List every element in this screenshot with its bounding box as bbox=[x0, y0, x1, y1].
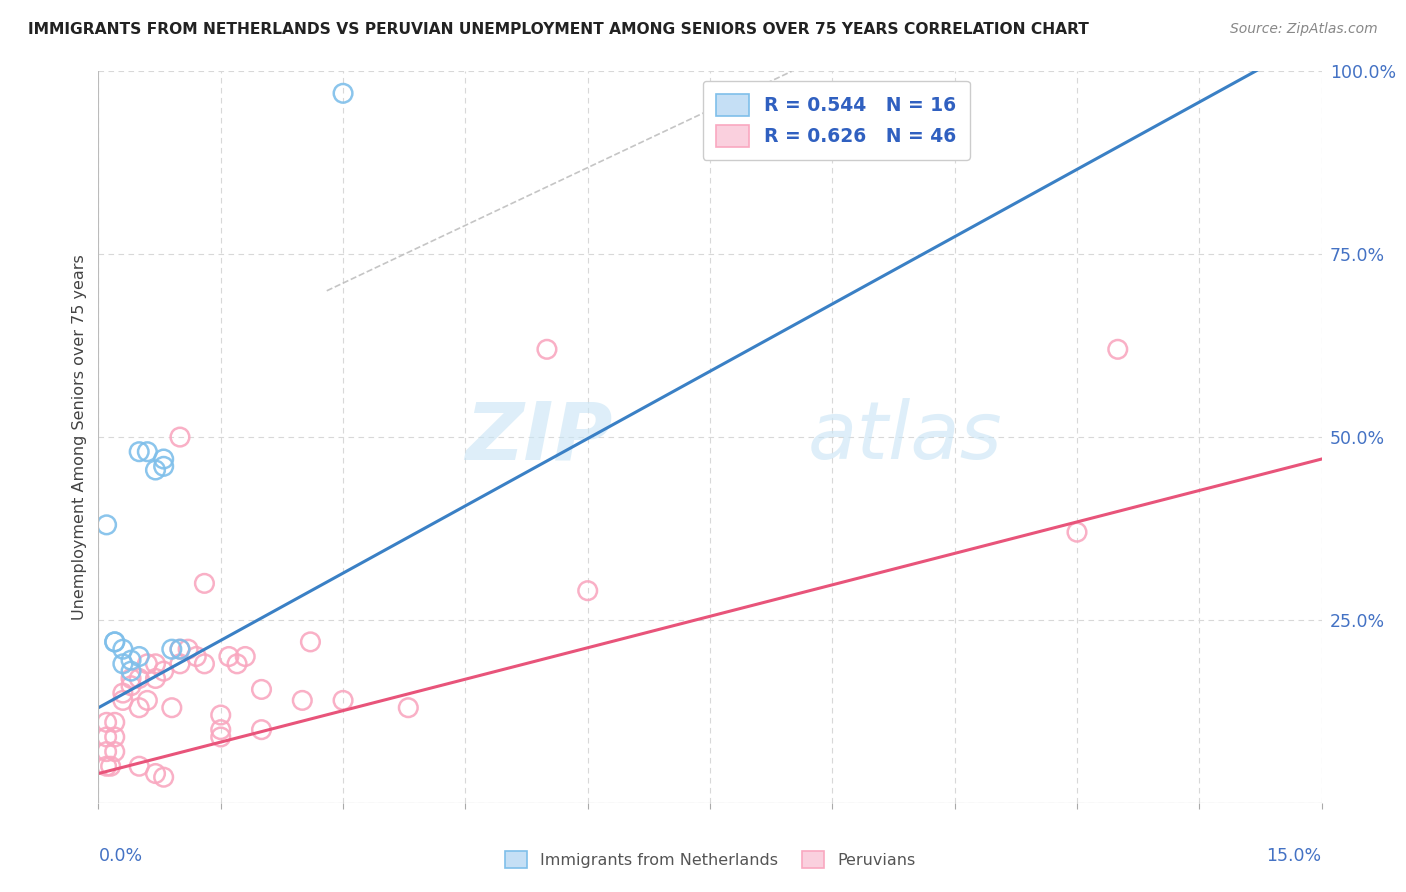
Point bbox=[576, 583, 599, 598]
Point bbox=[209, 708, 232, 723]
Point bbox=[250, 723, 273, 737]
Point bbox=[128, 759, 150, 773]
Point bbox=[111, 642, 134, 657]
Point bbox=[169, 430, 191, 444]
Text: 15.0%: 15.0% bbox=[1267, 847, 1322, 864]
Point bbox=[96, 517, 118, 532]
Point bbox=[104, 635, 127, 649]
Point bbox=[209, 723, 232, 737]
Point bbox=[136, 657, 159, 671]
Point bbox=[145, 463, 167, 477]
Point bbox=[104, 635, 127, 649]
Point bbox=[152, 452, 174, 467]
Point bbox=[145, 766, 167, 780]
Point bbox=[169, 642, 191, 657]
Point bbox=[169, 657, 191, 671]
Point bbox=[233, 649, 256, 664]
Point bbox=[218, 649, 240, 664]
Text: 0.0%: 0.0% bbox=[98, 847, 142, 864]
Point bbox=[152, 459, 174, 474]
Text: atlas: atlas bbox=[808, 398, 1002, 476]
Point bbox=[160, 642, 183, 657]
Point bbox=[96, 745, 118, 759]
Point bbox=[299, 635, 322, 649]
Point bbox=[226, 657, 249, 671]
Point bbox=[1107, 343, 1129, 357]
Point bbox=[96, 759, 118, 773]
Point bbox=[152, 770, 174, 784]
Point bbox=[169, 642, 191, 657]
Point bbox=[160, 700, 183, 714]
Point bbox=[1066, 525, 1088, 540]
Point bbox=[136, 693, 159, 707]
Point bbox=[128, 672, 150, 686]
Point bbox=[186, 649, 208, 664]
Point bbox=[128, 700, 150, 714]
Point bbox=[250, 682, 273, 697]
Point bbox=[332, 693, 354, 707]
Point bbox=[536, 343, 558, 357]
Point bbox=[111, 693, 134, 707]
Point bbox=[291, 693, 314, 707]
Point bbox=[120, 679, 142, 693]
Point bbox=[177, 642, 200, 657]
Point bbox=[100, 759, 122, 773]
Text: IMMIGRANTS FROM NETHERLANDS VS PERUVIAN UNEMPLOYMENT AMONG SENIORS OVER 75 YEARS: IMMIGRANTS FROM NETHERLANDS VS PERUVIAN … bbox=[28, 22, 1090, 37]
Point bbox=[111, 686, 134, 700]
Y-axis label: Unemployment Among Seniors over 75 years: Unemployment Among Seniors over 75 years bbox=[72, 254, 87, 620]
Point bbox=[145, 657, 167, 671]
Point bbox=[128, 444, 150, 458]
Point bbox=[152, 664, 174, 678]
Point bbox=[120, 653, 142, 667]
Point bbox=[193, 576, 215, 591]
Point bbox=[136, 444, 159, 458]
Point bbox=[96, 730, 118, 744]
Point bbox=[96, 715, 118, 730]
Text: Source: ZipAtlas.com: Source: ZipAtlas.com bbox=[1230, 22, 1378, 37]
Point bbox=[396, 700, 419, 714]
Point bbox=[120, 672, 142, 686]
Point bbox=[104, 715, 127, 730]
Point bbox=[128, 649, 150, 664]
Text: ZIP: ZIP bbox=[465, 398, 612, 476]
Point bbox=[193, 657, 215, 671]
Point bbox=[209, 730, 232, 744]
Point bbox=[145, 672, 167, 686]
Point bbox=[111, 657, 134, 671]
Point bbox=[120, 664, 142, 678]
Point bbox=[104, 745, 127, 759]
Point bbox=[104, 730, 127, 744]
Point bbox=[332, 87, 354, 101]
Legend: Immigrants from Netherlands, Peruvians: Immigrants from Netherlands, Peruvians bbox=[505, 851, 915, 868]
